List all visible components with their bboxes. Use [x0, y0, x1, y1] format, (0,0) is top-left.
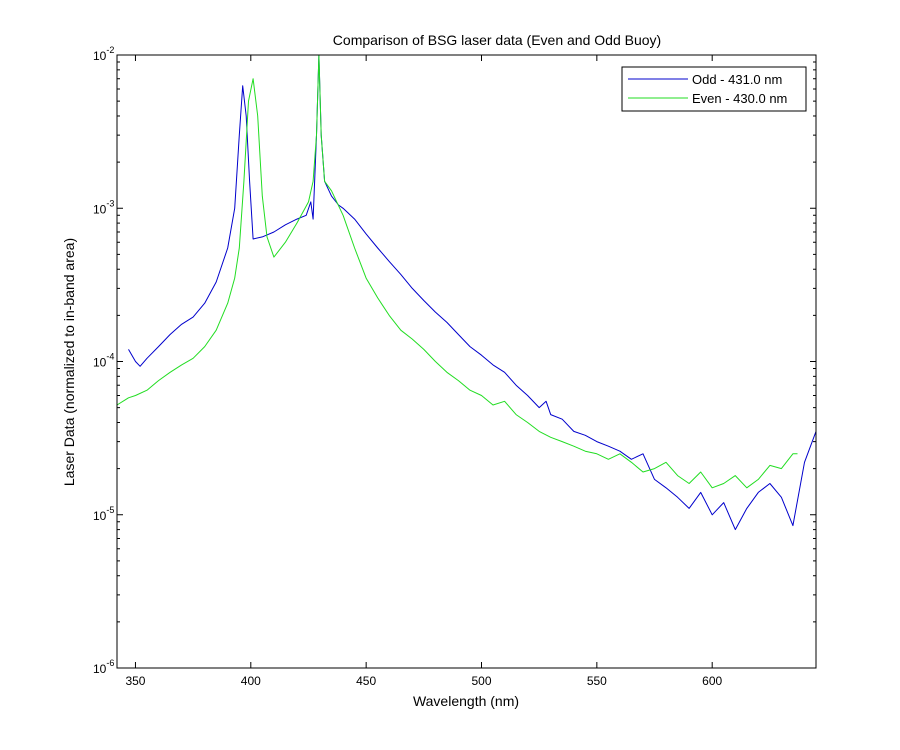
legend-entry-1: Even - 430.0 nm	[692, 91, 787, 106]
y-tick-label: 10-3	[93, 198, 114, 216]
x-tick-label: 400	[241, 674, 261, 688]
y-tick-base: 10	[93, 356, 107, 370]
x-axis-label: Wavelength (nm)	[413, 693, 519, 709]
y-tick-base: 10	[93, 509, 107, 523]
y-tick-label: 10-5	[93, 505, 114, 523]
y-tick-exponent: -5	[106, 505, 114, 515]
series-line-0	[128, 54, 817, 531]
y-tick-base: 10	[93, 202, 107, 216]
y-tick-exponent: -2	[106, 45, 114, 55]
series-layer	[116, 54, 817, 531]
y-tick-base: 10	[93, 49, 107, 63]
y-tick-label: 10-4	[93, 352, 114, 370]
legend-entry-0: Odd - 431.0 nm	[692, 72, 782, 87]
y-tick-label: 10-6	[93, 658, 114, 676]
x-tick-label: 450	[356, 674, 376, 688]
y-tick-exponent: -6	[106, 658, 114, 668]
x-tick-label: 350	[125, 674, 145, 688]
plot-frame	[116, 54, 817, 669]
legend-box	[621, 66, 807, 112]
legend: Odd - 431.0 nm Even - 430.0 nm	[621, 66, 807, 112]
series-line-1	[116, 54, 798, 489]
y-tick-base: 10	[93, 662, 107, 676]
chart-title: Comparison of BSG laser data (Even and O…	[333, 32, 661, 48]
x-tick-label: 500	[471, 674, 491, 688]
y-tick-exponent: -4	[106, 352, 114, 362]
y-axis-label: Laser Data (normalized to in-band area)	[61, 238, 77, 486]
x-tick-label: 550	[587, 674, 607, 688]
plot-area	[117, 55, 816, 668]
x-tick-label: 600	[702, 674, 722, 688]
y-tick-label: 10-2	[93, 45, 114, 63]
y-tick-exponent: -3	[106, 198, 114, 208]
